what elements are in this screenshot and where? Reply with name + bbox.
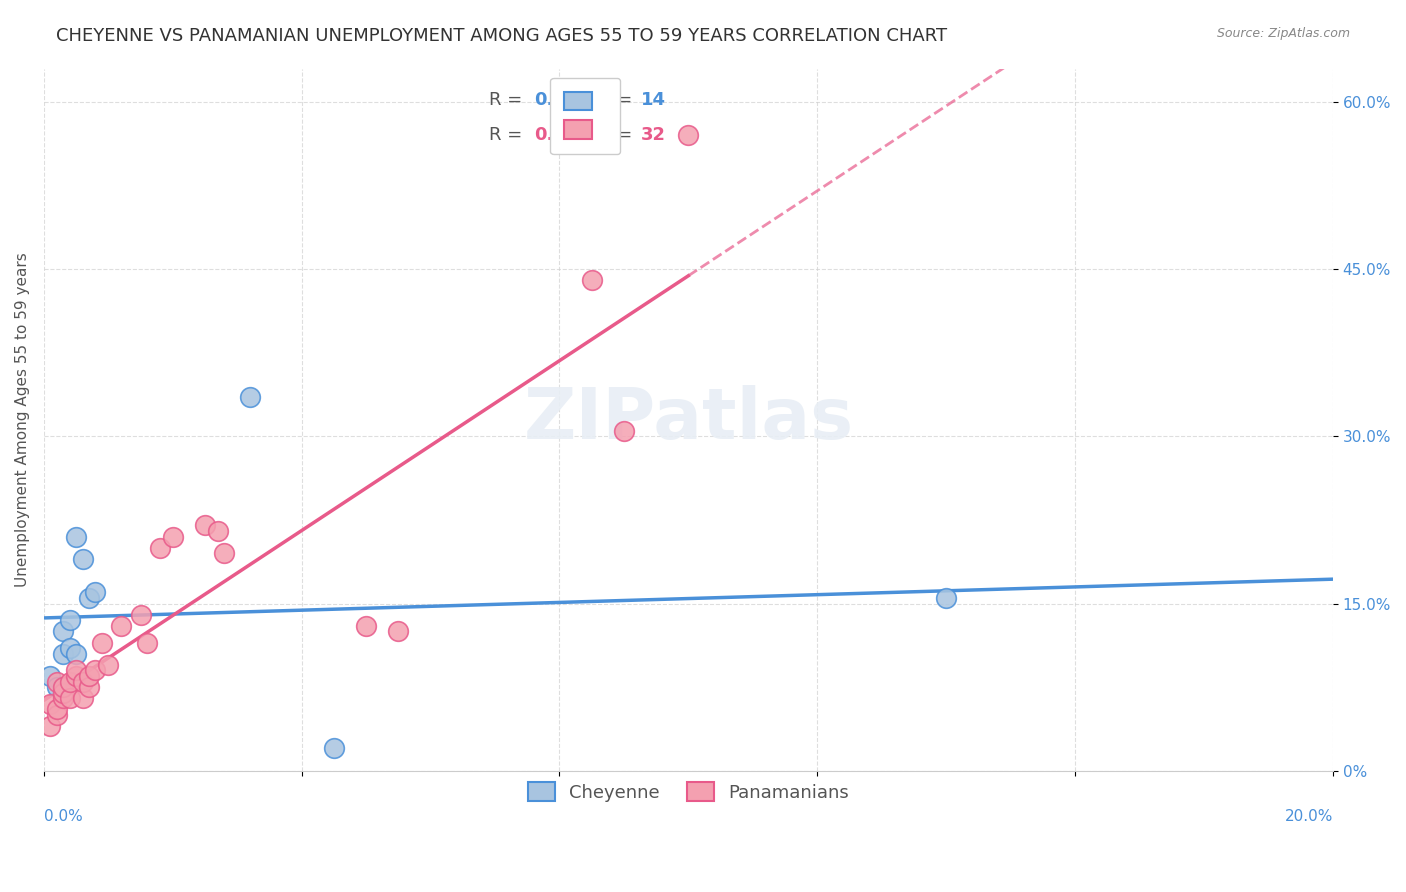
Text: 14: 14: [641, 91, 665, 109]
Point: [72, 691, 94, 706]
Point: [59, 613, 82, 627]
Point: [84, 585, 107, 599]
Point: [77, 591, 100, 605]
Point: [65, 669, 87, 683]
Text: 20.0%: 20.0%: [1285, 809, 1333, 824]
Point: [52, 686, 75, 700]
Text: ZIPatlas: ZIPatlas: [523, 385, 853, 454]
Point: [322, 741, 344, 756]
Point: [59, 641, 82, 656]
Point: [110, 619, 132, 633]
Point: [387, 624, 409, 639]
Point: [52, 624, 75, 639]
Point: [45, 708, 67, 723]
Point: [59, 674, 82, 689]
Point: [97, 657, 120, 672]
Y-axis label: Unemployment Among Ages 55 to 59 years: Unemployment Among Ages 55 to 59 years: [15, 252, 30, 587]
Point: [39, 669, 62, 683]
Point: [613, 424, 636, 438]
Point: [77, 669, 100, 683]
Text: R =: R =: [488, 127, 527, 145]
Point: [52, 647, 75, 661]
Text: 0.424: 0.424: [534, 127, 591, 145]
Point: [65, 530, 87, 544]
Text: N =: N =: [598, 127, 638, 145]
Point: [72, 674, 94, 689]
Point: [45, 680, 67, 694]
Point: [39, 719, 62, 733]
Point: [45, 702, 67, 716]
Point: [214, 546, 236, 560]
Legend: Cheyenne, Panamanians: Cheyenne, Panamanians: [519, 773, 858, 811]
Point: [354, 619, 377, 633]
Point: [581, 273, 603, 287]
Text: 32: 32: [641, 127, 665, 145]
Point: [65, 664, 87, 678]
Text: N =: N =: [598, 91, 638, 109]
Point: [52, 680, 75, 694]
Point: [239, 390, 262, 404]
Point: [72, 552, 94, 566]
Text: 0.0%: 0.0%: [44, 809, 83, 824]
Point: [129, 607, 152, 622]
Point: [84, 664, 107, 678]
Point: [935, 591, 957, 605]
Text: R =: R =: [488, 91, 527, 109]
Point: [65, 647, 87, 661]
Point: [52, 691, 75, 706]
Text: CHEYENNE VS PANAMANIAN UNEMPLOYMENT AMONG AGES 55 TO 59 YEARS CORRELATION CHART: CHEYENNE VS PANAMANIAN UNEMPLOYMENT AMON…: [56, 27, 948, 45]
Point: [45, 674, 67, 689]
Text: Source: ZipAtlas.com: Source: ZipAtlas.com: [1216, 27, 1350, 40]
Point: [678, 128, 700, 143]
Point: [207, 524, 229, 538]
Point: [59, 691, 82, 706]
Point: [90, 635, 112, 649]
Text: 0.216: 0.216: [534, 91, 591, 109]
Point: [162, 530, 184, 544]
Point: [39, 697, 62, 711]
Point: [136, 635, 159, 649]
Point: [77, 680, 100, 694]
Point: [194, 518, 217, 533]
Point: [149, 541, 172, 555]
